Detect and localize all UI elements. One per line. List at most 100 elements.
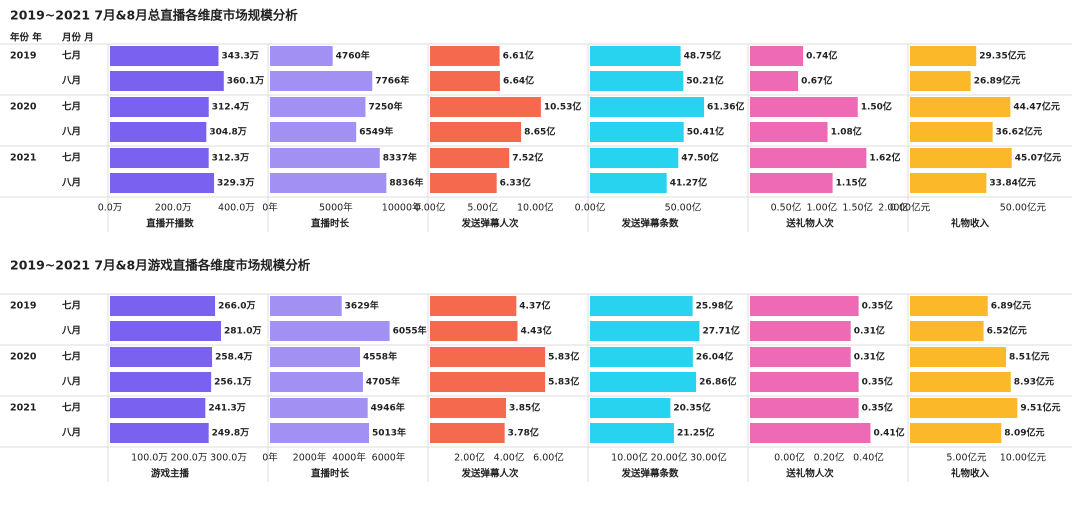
value-label: 4705年 [366, 376, 400, 388]
x-tick-label: 50.00亿元 [1000, 202, 1047, 214]
value-label: 8836年 [389, 177, 423, 189]
value-label: 5013年 [372, 427, 406, 439]
bar [750, 398, 859, 418]
bar [110, 321, 221, 341]
value-label: 7.52亿 [512, 152, 543, 164]
x-tick-label: 300.0万 [210, 453, 247, 464]
value-label: 1.50亿 [861, 101, 892, 113]
x-tick-label: 10.00亿 [517, 202, 554, 214]
x-tick-label: 6000年 [372, 452, 406, 464]
value-label: 7766年 [375, 75, 409, 87]
bar [430, 296, 517, 316]
x-axis-label: 直播开播数 [146, 218, 194, 230]
bar [750, 347, 851, 367]
value-label: 0.31亿 [854, 325, 885, 337]
bar [270, 423, 370, 443]
x-tick-label: 20.00亿 [651, 452, 688, 464]
value-label: 9.51亿元 [1020, 402, 1060, 414]
bar [910, 46, 977, 66]
value-label: 0.41亿 [873, 427, 904, 439]
year-label: 2021 [10, 403, 36, 414]
bar [910, 97, 1011, 117]
x-axis-label: 礼物收入 [951, 468, 990, 480]
x-tick-label: 4000年 [332, 452, 366, 464]
x-tick-label: 0.00亿元 [890, 202, 931, 214]
bar [590, 423, 674, 443]
value-label: 312.3万 [212, 153, 249, 164]
value-label: 3.78亿 [508, 427, 539, 439]
value-label: 41.27亿 [670, 177, 707, 189]
value-label: 281.0万 [224, 326, 261, 337]
bar [750, 122, 828, 142]
value-label: 26.04亿 [696, 351, 733, 363]
bar [430, 173, 497, 193]
x-tick-label: 0.40亿 [853, 452, 884, 464]
panel-title: 2019~2021 7月&8月游戏直播各维度市场规模分析 [10, 258, 311, 273]
x-tick-label: 0年 [262, 452, 278, 464]
x-axis-label: 礼物收入 [951, 218, 990, 230]
bar [750, 97, 858, 117]
value-label: 8.93亿元 [1014, 376, 1054, 388]
x-tick-label: 0.20亿 [814, 452, 845, 464]
bar [430, 423, 505, 443]
value-label: 4.43亿 [520, 325, 551, 337]
bar [430, 372, 546, 392]
value-label: 6549年 [359, 126, 393, 138]
bar [750, 423, 871, 443]
bar [430, 97, 541, 117]
month-label: 七月 [62, 101, 81, 113]
value-label: 48.75亿 [684, 50, 721, 62]
x-tick-label: 10.00亿元 [1000, 452, 1047, 464]
value-label: 4760年 [336, 50, 370, 62]
x-axis-label: 直播时长 [311, 218, 350, 230]
bar [590, 97, 705, 117]
value-label: 8.51亿元 [1009, 351, 1049, 363]
value-label: 1.08亿 [831, 126, 862, 138]
value-label: 8.65亿 [524, 126, 555, 138]
bar [430, 148, 510, 168]
x-tick-label: 1.00亿 [806, 202, 837, 214]
x-tick-label: 6.00亿 [533, 452, 564, 464]
bar [910, 122, 993, 142]
month-label: 八月 [61, 178, 81, 189]
x-axis-label: 送礼物人次 [785, 468, 834, 480]
x-tick-label: 4.00亿 [494, 452, 525, 464]
bar [110, 173, 215, 193]
value-label: 304.8万 [209, 127, 246, 138]
bar [270, 321, 390, 341]
value-label: 0.67亿 [801, 75, 832, 87]
value-label: 26.86亿 [699, 376, 736, 388]
value-label: 21.25亿 [677, 427, 714, 439]
bar [910, 347, 1007, 367]
bar [590, 173, 667, 193]
bar [750, 372, 859, 392]
month-label: 八月 [61, 76, 81, 87]
x-tick-label: 5000年 [319, 202, 353, 214]
value-label: 241.3万 [208, 403, 245, 414]
bar [270, 398, 368, 418]
bar [910, 148, 1012, 168]
value-label: 0.35亿 [862, 300, 893, 312]
month-label: 七月 [62, 152, 81, 164]
value-label: 7250年 [368, 101, 402, 113]
bar [110, 122, 207, 142]
bar [270, 173, 387, 193]
x-tick-label: 0.0万 [98, 203, 123, 214]
panel-title: 2019~2021 7月&8月总直播各维度市场规模分析 [10, 8, 298, 23]
bar [590, 296, 693, 316]
bar [270, 122, 357, 142]
x-tick-label: 0.00亿 [575, 202, 606, 214]
bar [910, 71, 971, 91]
bar [270, 46, 333, 66]
x-tick-label: 30.00亿 [690, 452, 727, 464]
year-label: 2020 [10, 102, 37, 113]
value-label: 36.62亿元 [996, 126, 1042, 138]
value-label: 1.15亿 [836, 177, 867, 189]
month-label: 七月 [62, 300, 81, 312]
bar [590, 148, 679, 168]
x-tick-label: 5.00亿元 [946, 452, 987, 464]
value-label: 45.07亿元 [1015, 152, 1061, 164]
bar [590, 46, 681, 66]
x-tick-label: 5.00亿 [467, 202, 498, 214]
